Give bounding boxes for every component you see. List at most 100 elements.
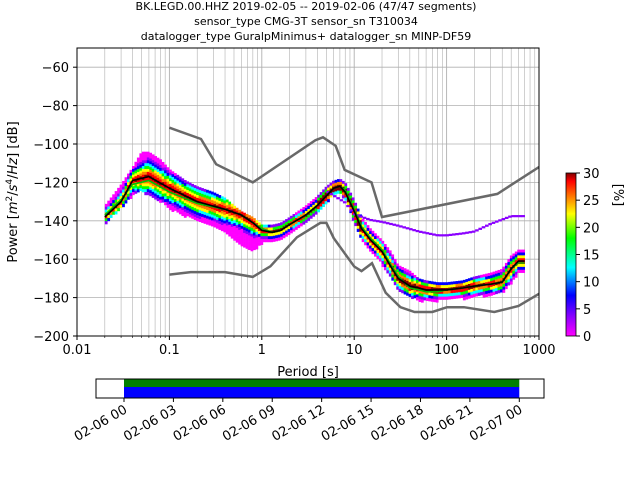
psd-cell: [228, 227, 232, 231]
psd-cell: [218, 212, 222, 216]
psd-cell: [173, 187, 177, 191]
psd-cell: [248, 223, 251, 228]
psd-cell: [272, 238, 276, 242]
psd-cell: [166, 201, 170, 205]
psd-cell: [159, 179, 162, 183]
psd-cell-sparse: [385, 222, 390, 225]
psd-cell: [146, 186, 150, 190]
psd-cell: [124, 180, 128, 184]
psd-cell: [134, 167, 138, 171]
psd-cell: [418, 281, 422, 285]
psd-cell: [198, 210, 202, 214]
psd-cell: [173, 175, 177, 180]
psd-cell: [376, 250, 380, 254]
psd-cell: [398, 285, 402, 290]
psd-cell: [294, 223, 298, 227]
psd-cell: [413, 289, 417, 293]
psd-cell: [161, 173, 165, 177]
psd-cell: [401, 284, 404, 288]
psd-cell: [294, 220, 298, 225]
psd-cell: [482, 294, 486, 298]
psd-cell: [522, 249, 525, 253]
psd-cell: [396, 269, 400, 273]
psd-cell: [154, 187, 157, 191]
psd-cell: [136, 174, 140, 179]
psd-cell: [225, 211, 229, 215]
psd-cell: [139, 170, 143, 174]
psd-cell: [475, 287, 479, 291]
psd-cell: [277, 237, 281, 241]
psd-cell: [169, 195, 172, 199]
psd-cell: [193, 196, 197, 200]
psd-cell: [356, 228, 360, 232]
psd-cell: [198, 192, 202, 197]
psd-cell-sparse: [356, 214, 360, 217]
psd-cell: [218, 203, 222, 207]
psd-cell: [166, 167, 170, 171]
psd-cell: [472, 293, 476, 298]
psd-cell: [255, 231, 259, 235]
psd-cell: [183, 188, 187, 192]
psd-cell: [319, 206, 323, 210]
psd-cell: [250, 219, 254, 223]
psd-cell: [156, 177, 160, 182]
psd-cell: [220, 196, 224, 200]
psd-cell: [201, 213, 204, 218]
psd-cell: [196, 197, 199, 202]
psd-cell: [374, 253, 377, 257]
psd-cell: [253, 229, 256, 233]
psd-cell: [178, 196, 182, 200]
psd-cell: [136, 160, 140, 164]
psd-cell: [401, 290, 404, 294]
psd-cell: [322, 192, 325, 196]
psd-cell: [492, 285, 496, 290]
psd-cell: [131, 177, 135, 181]
psd-cell: [211, 220, 214, 224]
psd-cell: [467, 289, 471, 293]
psd-cell: [285, 219, 288, 223]
psd-cell: [467, 278, 471, 282]
psd-cell: [131, 180, 135, 184]
psd-cell: [492, 277, 496, 281]
y-tick-label: −60: [42, 61, 69, 76]
psd-cell: [144, 192, 148, 196]
psd-cell: [517, 264, 521, 268]
psd-cell: [416, 277, 419, 281]
psd-cell: [151, 186, 155, 190]
psd-cell: [181, 204, 185, 208]
psd-cell: [519, 249, 523, 253]
psd-cell: [218, 200, 222, 205]
psd-cell-sparse: [465, 231, 469, 234]
psd-cell: [519, 264, 523, 268]
psd-cell: [420, 285, 424, 289]
psd-cell: [119, 204, 123, 208]
psd-cell: [465, 284, 469, 289]
psd-cell-sparse: [362, 216, 367, 219]
psd-cell: [398, 265, 402, 269]
psd-cell: [203, 206, 207, 210]
psd-cell: [169, 192, 172, 196]
psd-cell: [522, 266, 525, 271]
psd-cell-sparse: [372, 219, 377, 222]
psd-cell: [183, 185, 187, 190]
psd-cell: [369, 231, 372, 235]
psd-cell: [240, 231, 244, 235]
psd-cell: [383, 258, 387, 262]
psd-cell: [164, 173, 167, 177]
psd-cell: [260, 230, 264, 234]
psd-cell: [514, 257, 518, 261]
psd-cell: [161, 179, 165, 183]
psd-cell: [188, 185, 192, 189]
psd-cell: [285, 221, 288, 226]
psd-cell-sparse: [511, 215, 516, 218]
psd-cell: [482, 285, 486, 289]
psd-cell: [314, 211, 318, 215]
psd-cell: [512, 256, 516, 260]
psd-cell: [332, 183, 335, 187]
psd-cell: [208, 190, 212, 194]
psd-cell: [413, 277, 417, 282]
psd-cell: [285, 233, 288, 237]
psd-cell: [497, 287, 501, 291]
psd-cell: [275, 232, 279, 236]
psd-cell: [220, 210, 224, 214]
